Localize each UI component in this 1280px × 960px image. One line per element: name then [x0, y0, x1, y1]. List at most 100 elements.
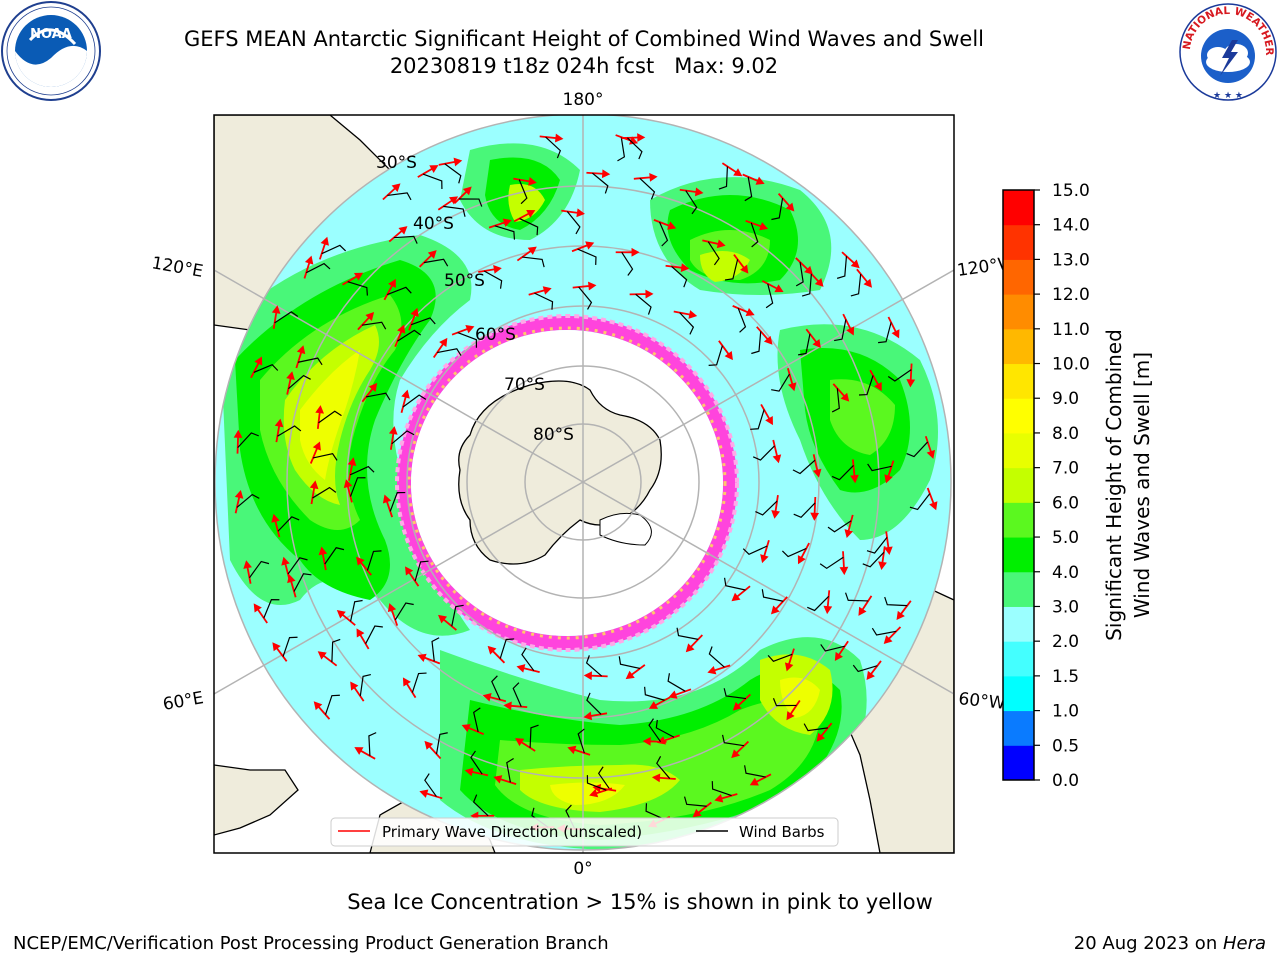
- wave-arrow: [528, 286, 552, 296]
- graticule: [214, 115, 954, 853]
- wind-barb: [597, 766, 611, 791]
- wave-arrow: [387, 603, 399, 626]
- wave-arrow: [424, 740, 442, 760]
- wind-barb: [274, 311, 299, 324]
- wind-barb: [577, 728, 585, 754]
- wind-barb: [617, 137, 626, 162]
- wind-barb: [277, 516, 300, 532]
- wave-arrow: [718, 340, 733, 361]
- wave-arrow: [342, 272, 364, 286]
- wave-arrow: [438, 157, 463, 167]
- wave-arrow: [887, 316, 900, 339]
- wave-arrow: [561, 208, 585, 218]
- wave-arrow: [702, 239, 726, 249]
- colorbar-segment: [1003, 502, 1034, 538]
- wind-barb: [621, 251, 634, 276]
- wind-barb: [781, 547, 807, 558]
- wave-arrow: [303, 255, 314, 279]
- wind-barb: [529, 724, 539, 748]
- wave-arrow: [589, 787, 613, 798]
- wave-arrow: [832, 383, 850, 402]
- wave-arrow: [383, 278, 396, 301]
- wave-arrow: [850, 459, 859, 484]
- wave-arrow: [844, 514, 854, 539]
- wave-arrow: [721, 162, 743, 177]
- wind-barb: [671, 266, 688, 288]
- wind-barb: [795, 262, 804, 287]
- wave-arrow: [733, 254, 749, 274]
- wind-barb: [862, 551, 885, 568]
- wave-arrow: [926, 487, 938, 511]
- wind-barb: [724, 259, 739, 281]
- wave-arrow: [516, 664, 540, 674]
- wind-barb: [545, 136, 562, 159]
- wave-arrow: [461, 724, 485, 736]
- wave-arrow: [906, 363, 916, 388]
- wave-arrow: [482, 693, 507, 703]
- lon-label-120e: 120°E: [150, 253, 204, 282]
- wave-arrow: [878, 546, 887, 570]
- wave-arrow: [487, 645, 506, 664]
- wave-arrow: [673, 310, 698, 319]
- wave-arrow: [539, 133, 564, 143]
- wind-barb: [586, 692, 602, 715]
- wind-barb: [765, 283, 774, 309]
- wave-arrow: [295, 345, 306, 369]
- wave-arrow: [464, 767, 489, 777]
- wind-barb: [387, 192, 412, 201]
- wind-barb: [577, 248, 597, 265]
- wind-barb: [435, 732, 448, 755]
- wave-arrow: [583, 671, 608, 681]
- wave-arrow: [883, 531, 893, 556]
- wind-barb: [819, 556, 844, 570]
- wave-arrow: [749, 773, 772, 786]
- wave-arrow: [382, 183, 401, 201]
- wind-barb: [361, 321, 387, 330]
- colorbar-tick-label: 11.0: [1052, 320, 1090, 340]
- legend-barb-label: Wind Barbs: [739, 823, 825, 841]
- colorbar-tick-label: 0.0: [1052, 771, 1079, 791]
- footer-branch: NCEP/EMC/Verification Post Processing Pr…: [13, 933, 609, 954]
- wave-arrow: [642, 736, 667, 746]
- wind-barb: [248, 560, 270, 579]
- lat-label-50s: 50°S: [444, 271, 485, 291]
- wind-barb: [679, 312, 695, 335]
- colorbar-segment: [1003, 571, 1034, 607]
- colorbar-segment: [1003, 606, 1034, 642]
- wave-arrow: [839, 551, 849, 576]
- lon-label-60e: 60°E: [161, 688, 205, 715]
- wind-barb: [772, 697, 797, 707]
- wind-barb: [414, 560, 429, 582]
- wind-barb: [751, 331, 762, 355]
- wave-arrow: [621, 133, 646, 142]
- wind-barb: [391, 430, 415, 445]
- wind-barb: [424, 773, 437, 797]
- wave-arrow: [653, 219, 677, 230]
- wave-arrow: [438, 614, 457, 631]
- wind-barb: [389, 491, 406, 512]
- wind-barb: [803, 723, 828, 732]
- wave-arrow: [812, 454, 822, 478]
- lat-label-80s: 80°S: [533, 425, 574, 445]
- sea-ice-note: Sea Ice Concentration > 15% is shown in …: [347, 890, 933, 914]
- wind-barb: [683, 796, 707, 807]
- wind-barb: [737, 307, 747, 333]
- wind-barb: [667, 673, 686, 692]
- wind-barb: [470, 750, 483, 775]
- wind-barb: [648, 718, 662, 743]
- wave-arrow: [318, 546, 328, 571]
- wave-arrow: [315, 405, 325, 429]
- wave-arrow: [924, 435, 935, 459]
- wind-barb: [827, 520, 852, 533]
- wind-barb: [534, 292, 554, 310]
- wave-arrow: [760, 403, 773, 426]
- wind-barb: [253, 364, 279, 373]
- wave-arrow: [745, 219, 769, 231]
- colorbar-label: Significant Height of Combined Wind Wave…: [1100, 285, 1156, 685]
- wind-barb: [366, 550, 382, 571]
- wave-arrow: [515, 738, 536, 752]
- colorbar-segment: [1003, 432, 1034, 469]
- colorbar-segment: [1003, 537, 1034, 573]
- wave-arrow: [810, 496, 820, 521]
